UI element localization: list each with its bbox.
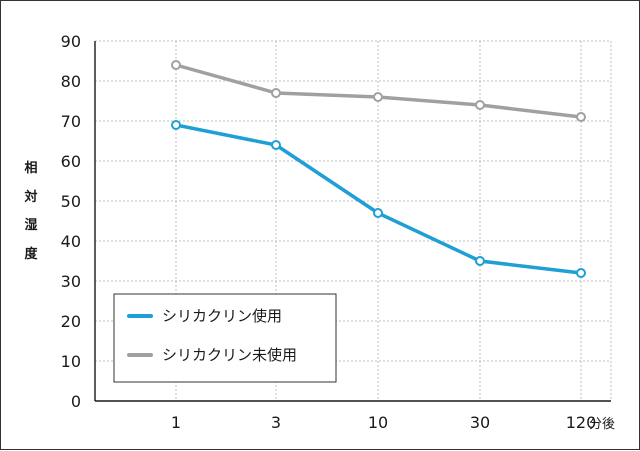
y-axis-label-char: 相: [24, 160, 37, 176]
data-point: [576, 112, 586, 122]
data-point: [271, 88, 281, 98]
x-tick-label: 120: [566, 413, 597, 432]
y-tick-label: 30: [61, 272, 81, 291]
y-tick-label: 0: [71, 392, 81, 411]
data-point: [576, 268, 586, 278]
data-point: [271, 140, 281, 150]
y-axis-label-char: 湿: [24, 218, 37, 233]
axes: [94, 41, 611, 402]
legend-label: シリカクリン使用: [162, 307, 282, 325]
y-axis-label-char: 対: [23, 189, 37, 205]
x-tick-label: 3: [271, 413, 281, 432]
data-point: [373, 92, 383, 102]
x-unit-label: 分後: [589, 417, 615, 432]
x-tick-label: 30: [470, 413, 490, 432]
y-tick-label: 80: [61, 72, 81, 91]
series-group: [171, 60, 586, 278]
legend-label: シリカクリン未使用: [162, 346, 297, 364]
y-tick-label: 60: [61, 152, 81, 171]
legend-box: [113, 293, 337, 383]
y-tick-label: 90: [61, 32, 81, 51]
data-point: [475, 100, 485, 110]
y-tick-label: 40: [61, 232, 81, 251]
x-tick-label: 1: [171, 413, 181, 432]
data-point: [373, 208, 383, 218]
data-point: [171, 120, 181, 130]
y-tick-labels: 0 10 20 30 40 50 60 70 80 90: [61, 32, 81, 411]
y-tick-label: 70: [61, 112, 81, 131]
y-tick-label: 10: [61, 352, 81, 371]
x-tick-label: 10: [368, 413, 388, 432]
y-tick-label: 20: [61, 312, 81, 331]
data-point: [171, 60, 181, 70]
y-axis-label-char: 度: [24, 246, 38, 262]
y-tick-label: 50: [61, 192, 81, 211]
data-point: [475, 256, 485, 266]
